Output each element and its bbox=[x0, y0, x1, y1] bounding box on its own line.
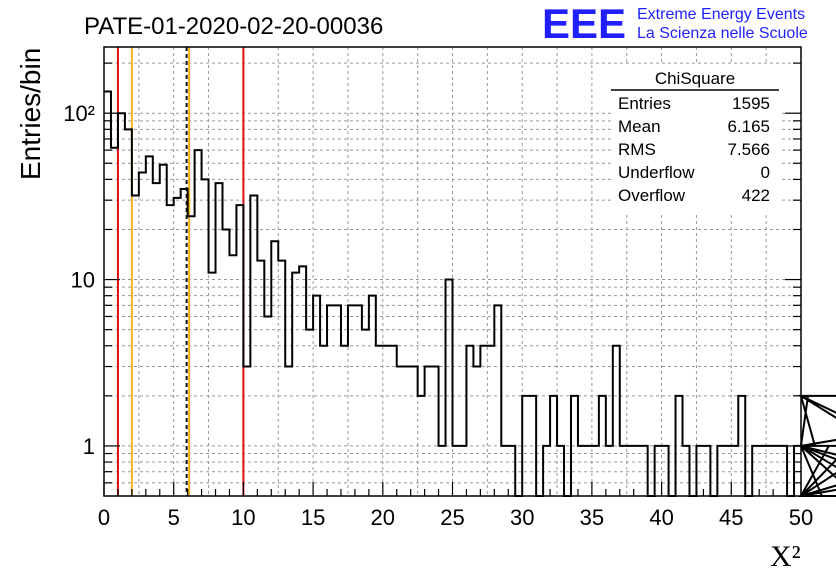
logo-line-2: La Scienza nelle Scuole bbox=[637, 25, 808, 42]
x-tick-label: 0 bbox=[98, 505, 110, 530]
x-tick-label: 10 bbox=[231, 505, 255, 530]
chart-title: PATE-01-2020-02-20-00036 bbox=[84, 13, 383, 40]
stats-row-value: 422 bbox=[742, 186, 770, 205]
y-tick-label: 1 bbox=[83, 434, 95, 459]
eee-logo: EEE Extreme Energy Events La Scienza nel… bbox=[542, 0, 808, 47]
histogram-outline bbox=[104, 90, 836, 497]
stats-row-label: Overflow bbox=[618, 186, 686, 205]
cut-lines bbox=[116, 47, 245, 496]
y-tick-label: 10 bbox=[71, 268, 95, 293]
x-tick-label: 50 bbox=[789, 505, 813, 530]
x-tick-label: 15 bbox=[301, 505, 325, 530]
stats-row-label: RMS bbox=[618, 140, 656, 159]
x-tick-label: 45 bbox=[719, 505, 743, 530]
x-tick-label: 30 bbox=[510, 505, 534, 530]
x-tick-label: 20 bbox=[371, 505, 395, 530]
stats-box: ChiSquare Entries 1595 Mean 6.165 RMS 7.566 Un… bbox=[611, 64, 779, 212]
x-tick-label: 5 bbox=[168, 505, 180, 530]
y-tick-label: 10² bbox=[63, 101, 95, 126]
stats-row-value: 6.165 bbox=[727, 117, 770, 136]
stats-row-value: 0 bbox=[761, 163, 770, 182]
stats-row-label: Underflow bbox=[618, 163, 695, 182]
stats-background bbox=[611, 64, 779, 212]
stats-row-label: Mean bbox=[618, 117, 661, 136]
stats-title: ChiSquare bbox=[655, 69, 735, 88]
stats-row-value: 1595 bbox=[732, 94, 770, 113]
x-tick-label: 40 bbox=[649, 505, 673, 530]
y-axis-label: Entries/bin bbox=[15, 48, 46, 180]
logo-line-1: Extreme Energy Events bbox=[637, 6, 805, 23]
eee-logo-mark: EEE bbox=[542, 0, 626, 47]
x-tick-label: 35 bbox=[580, 505, 604, 530]
stats-row-value: 7.566 bbox=[727, 140, 770, 159]
x-tick-label: 25 bbox=[440, 505, 464, 530]
x-axis-label: X² bbox=[770, 540, 801, 572]
tick-labels: 0 5 10 15 20 25 30 35 40 45 50 1 10 10² bbox=[63, 101, 813, 530]
stats-rows: Entries 1595 Mean 6.165 RMS 7.566 Underflow 0 Ov… bbox=[618, 94, 770, 205]
axis-ticks bbox=[103, 62, 802, 496]
stats-row-label: Entries bbox=[618, 94, 671, 113]
